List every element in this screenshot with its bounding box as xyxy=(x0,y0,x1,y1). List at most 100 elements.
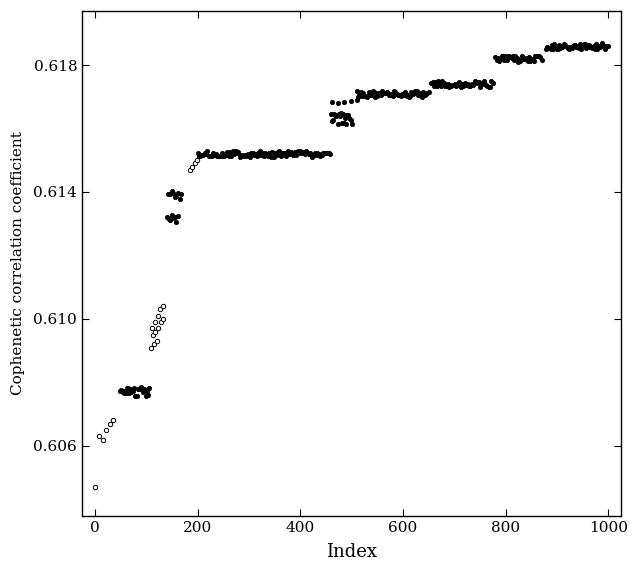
Point xyxy=(325,150,335,159)
Point xyxy=(528,56,538,65)
Point xyxy=(329,109,339,118)
Point xyxy=(435,78,445,88)
Point xyxy=(317,150,327,160)
Point xyxy=(346,120,356,129)
Point xyxy=(598,41,609,50)
Point xyxy=(561,43,572,52)
Point xyxy=(409,89,419,98)
Point xyxy=(204,152,214,161)
Point xyxy=(131,391,141,400)
Point xyxy=(464,82,474,91)
Point xyxy=(360,92,370,101)
Point xyxy=(449,80,459,89)
Point xyxy=(525,56,536,65)
Point xyxy=(328,115,339,124)
Point xyxy=(451,81,461,90)
Point xyxy=(156,317,166,327)
Point xyxy=(165,215,175,224)
Point xyxy=(471,78,481,87)
Point xyxy=(523,57,533,66)
Point xyxy=(140,385,150,394)
Point xyxy=(315,152,325,161)
Point xyxy=(511,53,522,62)
Point xyxy=(346,96,356,105)
Point xyxy=(428,77,438,86)
Point xyxy=(118,387,128,396)
Point xyxy=(485,82,495,92)
Point xyxy=(214,152,224,161)
Point xyxy=(390,88,401,97)
Point xyxy=(381,89,391,98)
Point xyxy=(570,40,580,49)
Point xyxy=(221,150,231,160)
Point xyxy=(280,149,290,158)
Point xyxy=(230,146,241,156)
Point xyxy=(398,90,408,100)
Point xyxy=(582,42,593,51)
Point xyxy=(430,78,440,87)
Point xyxy=(149,340,159,349)
Point xyxy=(482,81,492,90)
Point xyxy=(549,39,559,49)
Point xyxy=(166,186,177,196)
Point xyxy=(200,149,210,158)
Point xyxy=(604,41,614,50)
Point xyxy=(300,149,310,158)
Point xyxy=(108,416,118,425)
Point xyxy=(148,330,158,339)
Point xyxy=(336,108,346,117)
Point xyxy=(506,53,516,62)
Point xyxy=(463,79,473,88)
Point xyxy=(253,149,263,158)
Point xyxy=(410,86,420,96)
Point xyxy=(602,41,612,50)
Point xyxy=(486,77,497,86)
Point xyxy=(362,92,372,101)
Point xyxy=(225,147,235,156)
Point xyxy=(494,57,504,66)
Point xyxy=(133,384,143,394)
Point xyxy=(153,324,163,333)
Point xyxy=(564,44,574,53)
Point xyxy=(586,42,596,51)
Point xyxy=(327,116,337,125)
Point xyxy=(536,55,547,64)
Point xyxy=(592,44,602,53)
Point xyxy=(481,81,491,90)
Point xyxy=(408,89,418,98)
Point xyxy=(163,213,173,223)
Point xyxy=(185,165,195,174)
Point xyxy=(412,86,422,95)
Point xyxy=(465,82,476,91)
Point xyxy=(444,82,454,92)
Point xyxy=(195,152,205,161)
Point xyxy=(125,384,136,394)
Point xyxy=(553,44,563,53)
Point xyxy=(211,149,221,158)
Point xyxy=(190,159,200,168)
Point xyxy=(581,43,591,52)
Point xyxy=(301,146,311,156)
Point xyxy=(134,385,144,394)
Point xyxy=(547,40,557,49)
Point xyxy=(236,150,246,160)
Point xyxy=(358,89,369,98)
Point xyxy=(201,150,211,159)
Point xyxy=(554,41,564,50)
Point xyxy=(295,147,305,156)
Point xyxy=(97,435,108,444)
Point xyxy=(529,57,540,66)
Point xyxy=(305,149,316,158)
Point xyxy=(575,39,585,49)
Point xyxy=(461,80,471,89)
Point xyxy=(309,148,319,157)
Point xyxy=(297,148,307,157)
Point xyxy=(318,149,328,158)
Point xyxy=(135,384,145,393)
Point xyxy=(573,42,583,51)
Point xyxy=(490,52,500,61)
Point xyxy=(90,483,100,492)
Point xyxy=(321,149,331,158)
Point xyxy=(218,152,228,161)
Point xyxy=(192,156,202,165)
